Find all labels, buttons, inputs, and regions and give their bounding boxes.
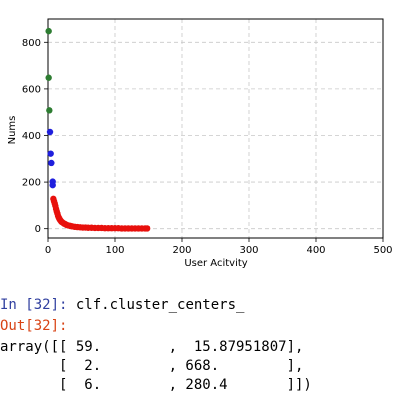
plot-area-frame xyxy=(47,18,384,239)
input-code[interactable]: clf.cluster_centers_ xyxy=(75,297,245,313)
x-tick-label: 500 xyxy=(373,245,392,256)
y-tick-label: 600 xyxy=(22,84,41,95)
data-point xyxy=(45,27,52,35)
data-points xyxy=(45,27,151,232)
y-axis-title: Nums xyxy=(7,116,18,145)
x-tick-label: 100 xyxy=(105,245,124,256)
output-prompt-line: Out[32]: xyxy=(0,317,67,336)
data-point xyxy=(47,150,54,157)
y-tick-label: 200 xyxy=(22,178,41,189)
axis-ticks: 0 100 200 300 400 500 0 200 400 600 800 xyxy=(22,38,393,256)
x-tick-label: 0 xyxy=(45,245,51,256)
y-tick-label: 0 xyxy=(35,224,41,235)
data-point xyxy=(45,74,52,81)
input-cell[interactable]: In [32]: clf.cluster_centers_ xyxy=(0,296,244,315)
grid xyxy=(47,19,384,238)
y-tick-label: 400 xyxy=(22,131,41,142)
output-prompt: Out[32]: xyxy=(0,318,68,334)
x-tick-label: 400 xyxy=(306,245,325,256)
y-tick-label: 800 xyxy=(22,38,41,49)
x-tick-label: 300 xyxy=(239,245,258,256)
scatter-chart: 0 100 200 300 400 500 0 200 400 600 800 User Acitv… xyxy=(7,18,393,269)
data-point xyxy=(48,159,55,167)
data-point xyxy=(46,128,54,136)
x-axis-title: User Acitvity xyxy=(184,258,247,269)
data-point xyxy=(143,225,151,232)
output-line-2: [ 2. , 668. ], xyxy=(0,358,304,374)
data-point xyxy=(46,107,53,114)
input-prompt: In [32]: xyxy=(0,297,68,313)
output-line-3: [ 6. , 280.4 ]]) xyxy=(0,377,312,393)
data-point xyxy=(49,181,56,189)
output-line-1: array([[ 59. , 15.87951807], xyxy=(0,339,304,355)
x-tick-label: 200 xyxy=(172,245,191,256)
